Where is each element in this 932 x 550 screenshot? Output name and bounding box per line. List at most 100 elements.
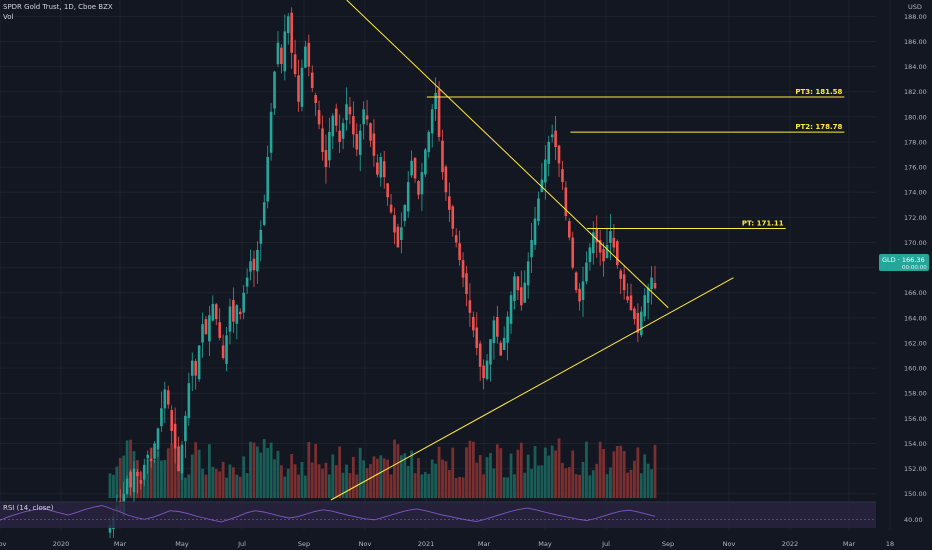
volume-bar — [639, 473, 643, 498]
candle-body — [166, 390, 170, 405]
symbol-title[interactable]: SPDR Gold Trust, 1D, Cboe BZX — [3, 3, 113, 11]
candle-body — [461, 260, 465, 278]
candlesticks[interactable] — [108, 7, 657, 543]
volume-bar — [184, 477, 187, 498]
candle-body — [321, 128, 324, 153]
volume-bar — [622, 450, 626, 498]
volume-bar — [211, 466, 215, 498]
y-tick-label: 178.00 — [904, 138, 927, 146]
y-tick-label: 158.00 — [904, 390, 927, 398]
candle-body — [526, 261, 530, 286]
volume-bar — [471, 441, 475, 498]
volume-bar — [585, 441, 588, 498]
rsi-label[interactable]: RSI (14, close) — [3, 504, 54, 512]
candle-body — [499, 342, 503, 356]
volume-bar — [646, 463, 650, 498]
volume-bar — [437, 446, 441, 498]
volume-bar — [303, 475, 307, 498]
candle-body — [376, 162, 379, 175]
rsi-line — [0, 505, 656, 523]
candle-body — [304, 46, 307, 68]
candle-body — [427, 131, 431, 153]
rsi-pane[interactable]: 40.00 — [0, 501, 923, 528]
candle-body — [286, 16, 290, 34]
volume-bar — [389, 474, 393, 498]
volume-bar — [626, 472, 629, 498]
candle-body — [544, 159, 547, 183]
candle-body — [136, 471, 139, 477]
time-axis[interactable]: Nov 2020 Mar May Jul Sep Nov 2021 Mar May Jul Sep No… — [0, 538, 932, 550]
volume-bar — [482, 474, 486, 498]
x-tick-label: Mar — [114, 540, 127, 548]
volume-bar — [461, 477, 465, 498]
candle-body — [574, 272, 578, 291]
candle-body — [153, 443, 156, 459]
volume-bar — [519, 442, 523, 498]
candle-body — [355, 134, 359, 150]
volume-bar — [163, 459, 167, 498]
volume-bar — [499, 448, 503, 498]
candle-body — [403, 204, 407, 222]
candle-body — [180, 444, 184, 474]
volume-bar — [327, 474, 331, 498]
price-targets[interactable]: PT3: 181.58 PT2: 178.78 PT: 171.11 — [426, 88, 845, 230]
candle-body — [173, 423, 177, 449]
volume-bar — [513, 474, 516, 498]
x-tick-label: Sep — [662, 540, 674, 548]
volume-bar — [273, 459, 276, 498]
volume-bar — [379, 455, 383, 498]
volume-bar — [595, 463, 599, 498]
x-tick-label: Jul — [237, 540, 246, 548]
volume-bar — [458, 476, 462, 498]
candle-body — [434, 92, 437, 110]
candle-body — [297, 75, 300, 102]
candle-body — [513, 276, 516, 301]
candle-body — [561, 169, 564, 183]
volume-bar — [406, 466, 410, 498]
trendlines[interactable] — [330, 0, 734, 501]
candle-body — [646, 287, 650, 303]
candle-body — [218, 322, 221, 338]
candle-body — [451, 206, 455, 229]
candle-body — [262, 202, 266, 225]
y-tick-label: 184.00 — [904, 63, 927, 71]
volume-bar — [297, 474, 300, 498]
volume-bar — [636, 447, 640, 498]
volume-bar — [629, 469, 633, 498]
volume-bar — [331, 454, 335, 498]
candle-body — [622, 274, 626, 291]
rsi-band — [0, 502, 876, 528]
x-tick-label: Nov — [359, 540, 372, 548]
y-tick-label: 186.00 — [904, 38, 927, 46]
volume-bar — [495, 444, 499, 498]
y-tick-label: 172.00 — [904, 214, 927, 222]
candle-body — [485, 360, 489, 379]
candle-body — [238, 311, 242, 315]
candle-body — [283, 31, 287, 72]
y-tick-label: 154.00 — [904, 440, 927, 448]
last-price-tag: GLD · 166.36 00:00:00 — [879, 254, 929, 271]
volume-bar — [122, 455, 126, 498]
volume-bar — [324, 462, 328, 498]
grid-lines — [0, 0, 891, 530]
candle-body — [468, 300, 472, 313]
volume-bar — [526, 454, 530, 498]
volume-bar — [279, 465, 283, 498]
volume-bar — [434, 463, 438, 498]
volume-label[interactable]: Vol — [3, 13, 14, 21]
volume-bar — [430, 459, 434, 498]
candle-body — [537, 198, 540, 221]
candle-body — [139, 480, 143, 484]
trendline — [346, 0, 669, 309]
candle-body — [509, 295, 513, 324]
candle-body — [609, 231, 612, 243]
x-tick-label: Mar — [478, 540, 491, 548]
candle-body — [454, 235, 458, 243]
volume-bar — [567, 466, 571, 498]
volume-bar — [314, 443, 318, 498]
volume-bar — [129, 439, 132, 498]
volume-bar — [228, 464, 232, 498]
y-tick-label: 182.00 — [904, 88, 927, 96]
volume-bar — [478, 455, 482, 498]
